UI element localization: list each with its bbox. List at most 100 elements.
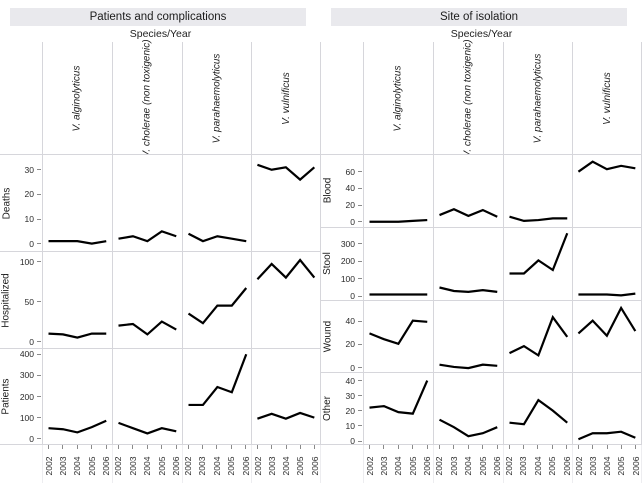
y-tick-label: 40	[345, 375, 355, 386]
column-header: V. alginolyticus	[42, 42, 112, 154]
y-tick-label: 0	[29, 238, 34, 249]
panel-plot	[43, 349, 112, 444]
x-axis: 2002 2003 2004 2005 2006	[181, 445, 252, 483]
x-tick-mark	[91, 445, 93, 449]
x-tick-label: 2004	[393, 456, 404, 476]
data-line	[370, 320, 428, 343]
x-tick-mark	[285, 445, 287, 449]
y-tick-mark	[358, 260, 362, 262]
panel-plot	[504, 301, 573, 373]
x-tick-label: 2006	[171, 456, 181, 476]
x-tick-label: 2003	[197, 456, 208, 476]
y-tick-mark	[358, 221, 362, 223]
row-label-wrap: Patients	[0, 349, 13, 444]
x-tick-label: 2006	[101, 456, 112, 476]
data-line	[439, 209, 497, 217]
y-tick-label: 20	[345, 339, 355, 350]
trellis-panel	[111, 154, 182, 251]
x-tick-label: 2004	[532, 456, 543, 476]
y-tick-mark	[37, 218, 41, 220]
x-tick-label: 2004	[602, 456, 613, 476]
y-tick-label: 10	[24, 214, 34, 225]
row-label-wrap: Deaths	[0, 155, 13, 251]
x-tick-mark	[201, 445, 203, 449]
y-tick-mark	[37, 341, 41, 343]
x-tick-mark	[537, 445, 539, 449]
x-tick-label: 2003	[127, 456, 138, 476]
x-tick-label: 2004	[281, 456, 292, 476]
panel-plot	[434, 373, 503, 444]
patients-complications-chart: Patients and complications Species/Year …	[0, 8, 321, 483]
data-line	[439, 364, 497, 367]
trellis-grid-left: V. alginolyticus V. cholerae (non toxigen…	[0, 38, 321, 483]
y-tick-mark	[37, 396, 41, 397]
y-tick-mark	[358, 278, 362, 279]
data-line	[118, 231, 176, 241]
y-tick-label: 20	[345, 200, 355, 211]
y-tick-mark	[37, 374, 41, 376]
x-tick-mark	[522, 445, 524, 449]
x-tick-mark	[314, 445, 316, 449]
x-tick-mark	[48, 445, 49, 449]
trellis-panel	[432, 154, 503, 227]
y-tick-label: 0	[350, 435, 355, 446]
trellis-panel	[181, 154, 252, 251]
x-tick-mark	[412, 445, 414, 449]
y-axis: Patients 0 100 200 300 400	[0, 348, 42, 445]
trellis-panel	[432, 372, 503, 445]
y-tick-mark	[358, 171, 362, 173]
column-header: V. parahaemolyticus	[181, 42, 252, 154]
site-of-isolation-chart: Site of isolation Species/Year V. algino…	[321, 0, 642, 483]
chart-title-left: Patients and complications	[10, 8, 306, 26]
y-tick-mark	[37, 438, 41, 440]
trellis-panel	[572, 299, 642, 373]
data-line	[439, 420, 497, 437]
y-tick-mark	[358, 367, 362, 369]
y-tick-label: 40	[345, 183, 355, 194]
panel-plot	[364, 155, 433, 227]
x-tick-mark	[383, 445, 385, 449]
y-tick-label: 20	[24, 189, 34, 200]
data-line	[49, 421, 107, 433]
row-label: Patients	[1, 378, 13, 415]
x-tick-label: 2005	[407, 456, 418, 476]
data-line	[509, 233, 567, 273]
header-corner	[321, 42, 363, 154]
x-tick-label: 2003	[448, 456, 459, 476]
species-label: V. cholerae (non toxigenic)	[462, 38, 474, 158]
x-tick-label: 2006	[630, 456, 641, 476]
panel-plot	[183, 252, 252, 348]
trellis-panel	[502, 372, 573, 445]
x-tick-label: 2005	[547, 456, 558, 476]
x-tick-mark	[175, 445, 177, 449]
x-tick-mark	[257, 445, 259, 449]
x-tick-mark	[76, 445, 78, 449]
x-tick-mark	[161, 445, 163, 449]
panel-plot	[504, 373, 573, 444]
x-tick-mark	[566, 445, 568, 449]
y-tick-label: 30	[345, 390, 355, 401]
panel-plot	[364, 373, 433, 444]
y-tick-mark	[358, 204, 362, 206]
y-tick-label: 200	[340, 256, 355, 267]
x-tick-label: 2006	[492, 456, 502, 476]
trellis-panel	[572, 226, 642, 300]
data-line	[258, 260, 315, 279]
panel-plot	[183, 349, 252, 444]
y-tick-label: 0	[29, 433, 34, 444]
panel-plot	[252, 252, 320, 348]
x-tick-mark	[467, 445, 469, 449]
species-label: V. alginolyticus	[71, 65, 83, 131]
data-line	[258, 165, 315, 180]
trellis-panel	[502, 226, 573, 300]
species-label: V. cholerae (non toxigenic)	[141, 38, 153, 158]
y-axis: Stool 0 100 200 300	[321, 226, 363, 301]
x-tick-label: 2002	[43, 456, 54, 476]
row-label-wrap: Other	[321, 373, 334, 444]
x-tick-label: 2002	[252, 456, 263, 476]
panel-plot	[573, 301, 641, 373]
data-line	[579, 162, 636, 172]
trellis-panel	[572, 372, 642, 445]
x-tick-label: 2003	[378, 456, 389, 476]
y-tick-mark	[37, 261, 41, 263]
